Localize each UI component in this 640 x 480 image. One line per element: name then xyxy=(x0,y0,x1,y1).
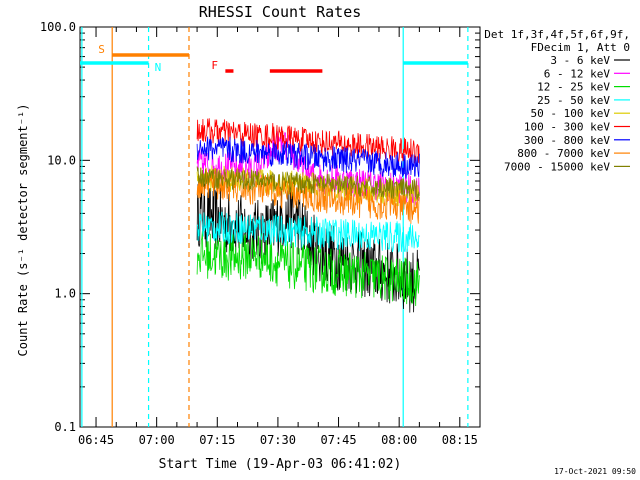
x-tick-label: 07:30 xyxy=(260,433,296,447)
chart-title: RHESSI Count Rates xyxy=(199,3,362,21)
x-tick-label: 07:45 xyxy=(320,433,356,447)
vertical-markers xyxy=(81,27,469,427)
x-axis-label: Start Time (19-Apr-03 06:41:02) xyxy=(159,457,402,472)
y-tick-label: 10.0 xyxy=(47,153,76,167)
series-line-7 xyxy=(196,167,420,224)
flag-bars: S N F xyxy=(80,43,468,74)
legend-entry-label: 100 - 300 keV xyxy=(524,121,610,134)
y-tick-label: 1.0 xyxy=(54,287,76,301)
y-axis-ticks: 0.1 1.0 10.0 100.0 xyxy=(40,20,480,434)
legend-entry-label: 6 - 12 keV xyxy=(544,67,611,80)
plot-border xyxy=(79,26,481,428)
legend-entry-label: 12 - 25 keV xyxy=(537,81,610,94)
legend-entry-label: 300 - 800 keV xyxy=(524,134,610,147)
x-tick-label: 08:00 xyxy=(381,433,417,447)
y-axis-label: Count Rate (s⁻¹ detector segment⁻¹) xyxy=(16,104,30,357)
series-line-0 xyxy=(196,183,420,313)
legend-header-line-2: FDecim 1, Att 0 xyxy=(531,41,630,54)
plot-frame xyxy=(79,26,481,428)
series-line-6 xyxy=(196,136,420,179)
legend-entry-label: 3 - 6 keV xyxy=(550,54,610,67)
flag-label: S xyxy=(98,43,105,56)
series-group xyxy=(196,118,420,313)
legend: Det 1f,3f,4f,5f,6f,9f, FDecim 1, Att 0 3… xyxy=(484,28,630,173)
timestamp: 17-Oct-2021 09:50 xyxy=(554,467,636,476)
series-line-2 xyxy=(196,230,420,307)
legend-entry-label: 25 - 50 keV xyxy=(537,94,610,107)
legend-entry-label: 50 - 100 keV xyxy=(531,107,611,120)
x-tick-label: 08:15 xyxy=(442,433,478,447)
x-tick-label: 07:00 xyxy=(139,433,175,447)
legend-entry-label: 7000 - 15000 keV xyxy=(504,160,610,173)
legend-header-line-1: Det 1f,3f,4f,5f,6f,9f, xyxy=(484,28,630,41)
series-line-3 xyxy=(196,211,420,253)
flag-label: N xyxy=(155,61,162,74)
x-tick-label: 07:15 xyxy=(199,433,235,447)
y-tick-label: 0.1 xyxy=(54,420,76,434)
x-tick-label: 06:45 xyxy=(78,433,114,447)
flag-label: F xyxy=(211,59,218,72)
x-axis-ticks: 06:45 07:00 07:15 07:30 07:45 08:00 08:15 xyxy=(78,27,481,447)
series-line-8 xyxy=(196,166,420,200)
series-line-5 xyxy=(196,118,420,165)
legend-entry-label: 800 - 7000 keV xyxy=(517,147,610,160)
y-tick-label: 100.0 xyxy=(40,20,76,34)
